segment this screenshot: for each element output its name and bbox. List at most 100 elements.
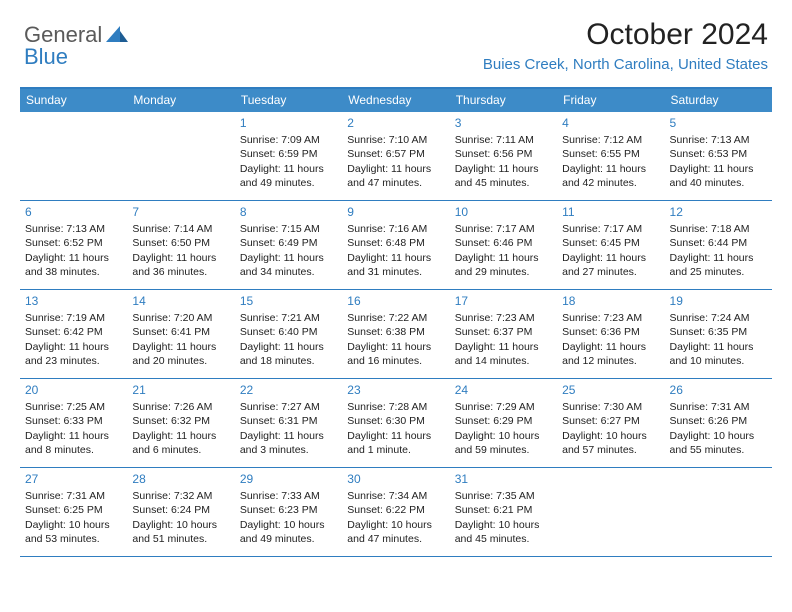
- day-cell: 16Sunrise: 7:22 AMSunset: 6:38 PMDayligh…: [342, 290, 449, 378]
- sunset-text: Sunset: 6:45 PM: [562, 236, 659, 250]
- day-cell: 18Sunrise: 7:23 AMSunset: 6:36 PMDayligh…: [557, 290, 664, 378]
- sunset-text: Sunset: 6:21 PM: [455, 503, 552, 517]
- daylight-text: Daylight: 11 hours and 12 minutes.: [562, 340, 659, 368]
- daylight-text: Daylight: 11 hours and 8 minutes.: [25, 429, 122, 457]
- day-cell: 21Sunrise: 7:26 AMSunset: 6:32 PMDayligh…: [127, 379, 234, 467]
- day-cell: 25Sunrise: 7:30 AMSunset: 6:27 PMDayligh…: [557, 379, 664, 467]
- day-cell: 8Sunrise: 7:15 AMSunset: 6:49 PMDaylight…: [235, 201, 342, 289]
- sunset-text: Sunset: 6:27 PM: [562, 414, 659, 428]
- day-header: Friday: [557, 89, 664, 112]
- daylight-text: Daylight: 10 hours and 53 minutes.: [25, 518, 122, 546]
- day-cell: 15Sunrise: 7:21 AMSunset: 6:40 PMDayligh…: [235, 290, 342, 378]
- day-cell: 1Sunrise: 7:09 AMSunset: 6:59 PMDaylight…: [235, 112, 342, 200]
- sunset-text: Sunset: 6:29 PM: [455, 414, 552, 428]
- sunrise-text: Sunrise: 7:19 AM: [25, 311, 122, 325]
- daylight-text: Daylight: 11 hours and 42 minutes.: [562, 162, 659, 190]
- sunset-text: Sunset: 6:23 PM: [240, 503, 337, 517]
- day-number: 11: [562, 204, 659, 220]
- daylight-text: Daylight: 10 hours and 55 minutes.: [670, 429, 767, 457]
- daylight-text: Daylight: 10 hours and 59 minutes.: [455, 429, 552, 457]
- day-cell: 31Sunrise: 7:35 AMSunset: 6:21 PMDayligh…: [450, 468, 557, 556]
- sunrise-text: Sunrise: 7:18 AM: [670, 222, 767, 236]
- sunrise-text: Sunrise: 7:31 AM: [25, 489, 122, 503]
- day-cell: 13Sunrise: 7:19 AMSunset: 6:42 PMDayligh…: [20, 290, 127, 378]
- sunrise-text: Sunrise: 7:35 AM: [455, 489, 552, 503]
- day-number: 20: [25, 382, 122, 398]
- day-number: 13: [25, 293, 122, 309]
- day-cell: 27Sunrise: 7:31 AMSunset: 6:25 PMDayligh…: [20, 468, 127, 556]
- daylight-text: Daylight: 11 hours and 49 minutes.: [240, 162, 337, 190]
- sunrise-text: Sunrise: 7:33 AM: [240, 489, 337, 503]
- daylight-text: Daylight: 11 hours and 18 minutes.: [240, 340, 337, 368]
- day-number: 18: [562, 293, 659, 309]
- daylight-text: Daylight: 11 hours and 31 minutes.: [347, 251, 444, 279]
- day-number: 23: [347, 382, 444, 398]
- sunset-text: Sunset: 6:25 PM: [25, 503, 122, 517]
- sunrise-text: Sunrise: 7:10 AM: [347, 133, 444, 147]
- day-cell: 3Sunrise: 7:11 AMSunset: 6:56 PMDaylight…: [450, 112, 557, 200]
- sunset-text: Sunset: 6:37 PM: [455, 325, 552, 339]
- daylight-text: Daylight: 11 hours and 23 minutes.: [25, 340, 122, 368]
- day-number: 30: [347, 471, 444, 487]
- logo-triangle-icon: [106, 24, 128, 47]
- sunset-text: Sunset: 6:40 PM: [240, 325, 337, 339]
- day-number: 14: [132, 293, 229, 309]
- daylight-text: Daylight: 11 hours and 10 minutes.: [670, 340, 767, 368]
- day-header: Sunday: [20, 89, 127, 112]
- daylight-text: Daylight: 11 hours and 1 minute.: [347, 429, 444, 457]
- sunset-text: Sunset: 6:31 PM: [240, 414, 337, 428]
- daylight-text: Daylight: 11 hours and 14 minutes.: [455, 340, 552, 368]
- sunset-text: Sunset: 6:38 PM: [347, 325, 444, 339]
- day-cell: [127, 112, 234, 200]
- day-number: 6: [25, 204, 122, 220]
- sunrise-text: Sunrise: 7:16 AM: [347, 222, 444, 236]
- day-number: 10: [455, 204, 552, 220]
- daylight-text: Daylight: 10 hours and 45 minutes.: [455, 518, 552, 546]
- daylight-text: Daylight: 10 hours and 51 minutes.: [132, 518, 229, 546]
- day-cell: 24Sunrise: 7:29 AMSunset: 6:29 PMDayligh…: [450, 379, 557, 467]
- sunset-text: Sunset: 6:50 PM: [132, 236, 229, 250]
- sunrise-text: Sunrise: 7:13 AM: [670, 133, 767, 147]
- day-cell: 4Sunrise: 7:12 AMSunset: 6:55 PMDaylight…: [557, 112, 664, 200]
- daylight-text: Daylight: 11 hours and 25 minutes.: [670, 251, 767, 279]
- day-cell: 7Sunrise: 7:14 AMSunset: 6:50 PMDaylight…: [127, 201, 234, 289]
- day-header-row: SundayMondayTuesdayWednesdayThursdayFrid…: [20, 89, 772, 112]
- day-cell: [665, 468, 772, 556]
- day-number: 8: [240, 204, 337, 220]
- sunrise-text: Sunrise: 7:24 AM: [670, 311, 767, 325]
- day-cell: 12Sunrise: 7:18 AMSunset: 6:44 PMDayligh…: [665, 201, 772, 289]
- day-cell: 6Sunrise: 7:13 AMSunset: 6:52 PMDaylight…: [20, 201, 127, 289]
- day-number: 19: [670, 293, 767, 309]
- sunrise-text: Sunrise: 7:30 AM: [562, 400, 659, 414]
- daylight-text: Daylight: 10 hours and 49 minutes.: [240, 518, 337, 546]
- day-number: 5: [670, 115, 767, 131]
- sunset-text: Sunset: 6:46 PM: [455, 236, 552, 250]
- header: General October 2024 Buies Creek, North …: [0, 0, 792, 77]
- day-number: 28: [132, 471, 229, 487]
- daylight-text: Daylight: 11 hours and 20 minutes.: [132, 340, 229, 368]
- sunrise-text: Sunrise: 7:27 AM: [240, 400, 337, 414]
- sunrise-text: Sunrise: 7:34 AM: [347, 489, 444, 503]
- sunrise-text: Sunrise: 7:17 AM: [562, 222, 659, 236]
- sunrise-text: Sunrise: 7:11 AM: [455, 133, 552, 147]
- day-number: 4: [562, 115, 659, 131]
- day-cell: 26Sunrise: 7:31 AMSunset: 6:26 PMDayligh…: [665, 379, 772, 467]
- week-row: 13Sunrise: 7:19 AMSunset: 6:42 PMDayligh…: [20, 290, 772, 379]
- day-header: Saturday: [665, 89, 772, 112]
- sunset-text: Sunset: 6:33 PM: [25, 414, 122, 428]
- day-cell: 9Sunrise: 7:16 AMSunset: 6:48 PMDaylight…: [342, 201, 449, 289]
- sunrise-text: Sunrise: 7:22 AM: [347, 311, 444, 325]
- day-number: 7: [132, 204, 229, 220]
- sunrise-text: Sunrise: 7:20 AM: [132, 311, 229, 325]
- day-number: 21: [132, 382, 229, 398]
- day-number: 12: [670, 204, 767, 220]
- sunset-text: Sunset: 6:56 PM: [455, 147, 552, 161]
- sunrise-text: Sunrise: 7:14 AM: [132, 222, 229, 236]
- sunrise-text: Sunrise: 7:23 AM: [562, 311, 659, 325]
- day-cell: 29Sunrise: 7:33 AMSunset: 6:23 PMDayligh…: [235, 468, 342, 556]
- sunrise-text: Sunrise: 7:25 AM: [25, 400, 122, 414]
- sunrise-text: Sunrise: 7:26 AM: [132, 400, 229, 414]
- week-row: 27Sunrise: 7:31 AMSunset: 6:25 PMDayligh…: [20, 468, 772, 557]
- daylight-text: Daylight: 11 hours and 6 minutes.: [132, 429, 229, 457]
- day-number: 16: [347, 293, 444, 309]
